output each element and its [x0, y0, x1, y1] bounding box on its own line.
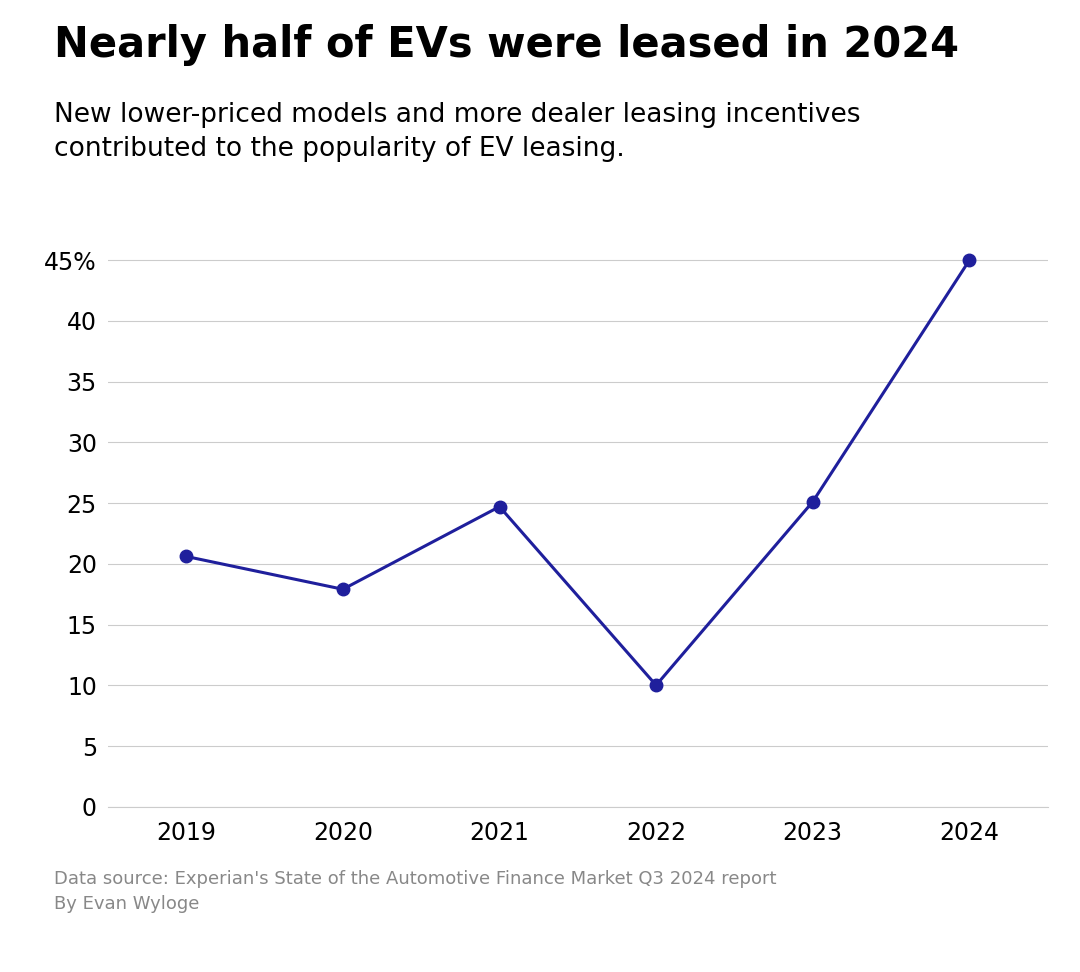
Text: New lower-priced models and more dealer leasing incentives
contributed to the po: New lower-priced models and more dealer … — [54, 102, 861, 162]
Text: Data source: Experian's State of the Automotive Finance Market Q3 2024 report
By: Data source: Experian's State of the Aut… — [54, 870, 777, 913]
Text: Nearly half of EVs were leased in 2024: Nearly half of EVs were leased in 2024 — [54, 24, 959, 66]
